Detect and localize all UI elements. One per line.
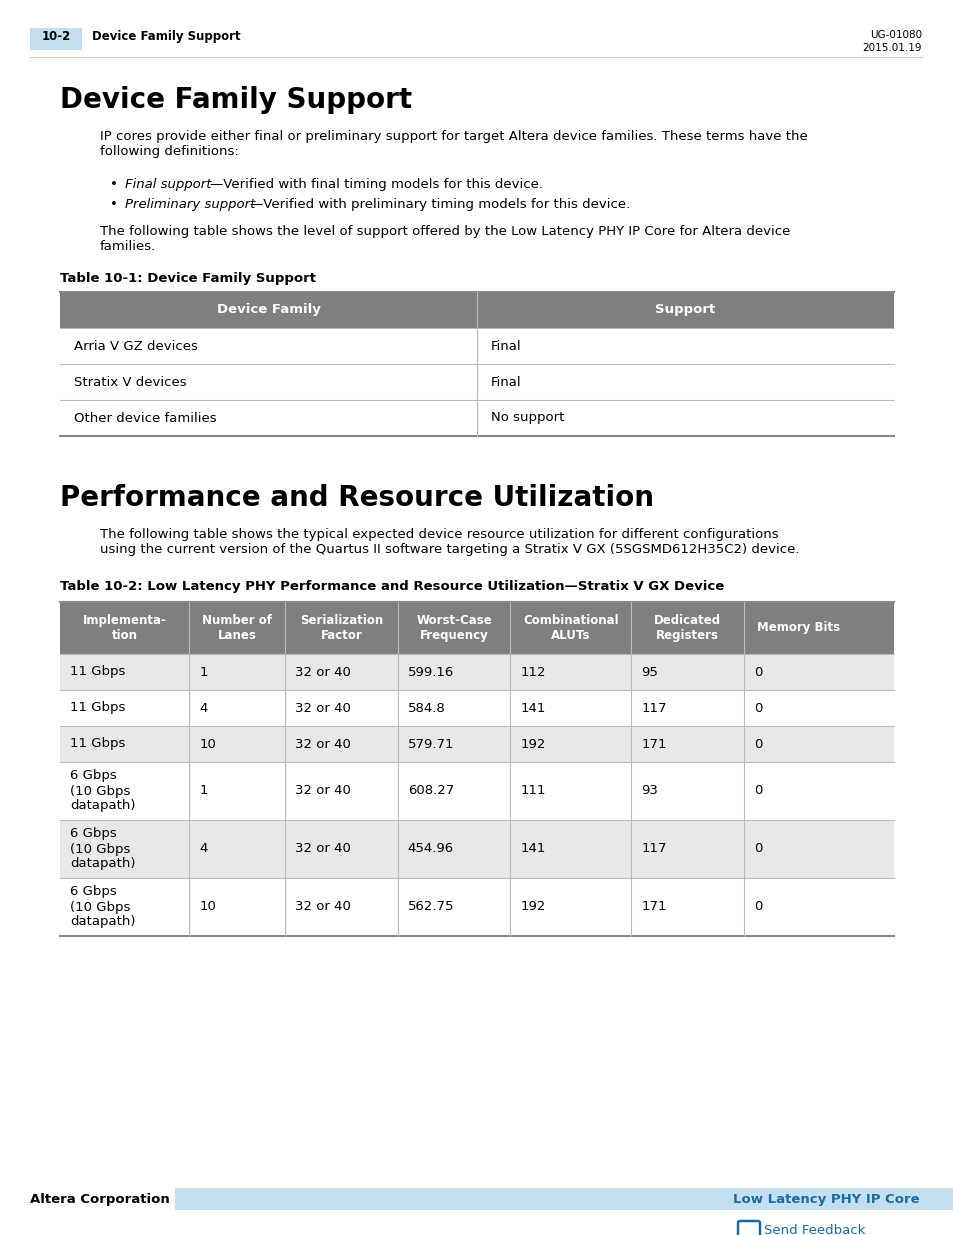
Text: 6 Gbps
(10 Gbps
datapath): 6 Gbps (10 Gbps datapath) <box>70 769 135 813</box>
Text: 32 or 40: 32 or 40 <box>294 701 351 715</box>
Text: Worst-Case
Frequency: Worst-Case Frequency <box>416 614 492 642</box>
Text: Table 10-1: Device Family Support: Table 10-1: Device Family Support <box>60 272 315 285</box>
Text: 112: 112 <box>519 666 545 678</box>
Text: 584.8: 584.8 <box>407 701 445 715</box>
FancyBboxPatch shape <box>738 1221 760 1235</box>
Text: Device Family Support: Device Family Support <box>60 86 412 114</box>
Text: 32 or 40: 32 or 40 <box>294 666 351 678</box>
Text: 608.27: 608.27 <box>407 784 454 798</box>
Text: 1: 1 <box>199 666 208 678</box>
Text: Stratix V devices: Stratix V devices <box>74 375 187 389</box>
Text: 599.16: 599.16 <box>407 666 454 678</box>
Bar <box>174 1188 953 1210</box>
Text: 32 or 40: 32 or 40 <box>294 842 351 856</box>
Text: 141: 141 <box>519 701 545 715</box>
Text: The following table shows the level of support offered by the Low Latency PHY IP: The following table shows the level of s… <box>100 225 789 253</box>
Text: 141: 141 <box>519 842 545 856</box>
Bar <box>60 878 893 936</box>
Bar <box>60 726 893 762</box>
Text: Device Family: Device Family <box>216 304 320 316</box>
Text: 562.75: 562.75 <box>407 900 454 914</box>
Text: Memory Bits: Memory Bits <box>756 621 839 635</box>
Text: 6 Gbps
(10 Gbps
datapath): 6 Gbps (10 Gbps datapath) <box>70 885 135 929</box>
Text: 0: 0 <box>753 842 761 856</box>
Text: 10: 10 <box>199 900 216 914</box>
Text: The following table shows the typical expected device resource utilization for d: The following table shows the typical ex… <box>100 529 799 556</box>
Text: 6 Gbps
(10 Gbps
datapath): 6 Gbps (10 Gbps datapath) <box>70 827 135 871</box>
Bar <box>30 28 82 49</box>
Text: Final: Final <box>491 340 521 352</box>
Text: Device Family Support: Device Family Support <box>91 30 240 43</box>
Text: Support: Support <box>655 304 715 316</box>
Text: 95: 95 <box>640 666 658 678</box>
Text: 0: 0 <box>753 900 761 914</box>
Bar <box>60 690 893 726</box>
Bar <box>60 329 893 364</box>
Text: Other device families: Other device families <box>74 411 216 425</box>
Text: 32 or 40: 32 or 40 <box>294 784 351 798</box>
Text: 171: 171 <box>640 900 666 914</box>
Text: •: • <box>110 198 118 211</box>
Bar <box>60 655 893 690</box>
Text: 0: 0 <box>753 666 761 678</box>
Text: 4: 4 <box>199 701 208 715</box>
Text: 117: 117 <box>640 701 666 715</box>
Text: Low Latency PHY IP Core: Low Latency PHY IP Core <box>733 1193 919 1205</box>
Text: —Verified with final timing models for this device.: —Verified with final timing models for t… <box>210 178 542 191</box>
Bar <box>60 820 893 878</box>
Text: 0: 0 <box>753 784 761 798</box>
Text: —Verified with preliminary timing models for this device.: —Verified with preliminary timing models… <box>250 198 630 211</box>
Text: Serialization
Factor: Serialization Factor <box>299 614 383 642</box>
Text: No support: No support <box>491 411 564 425</box>
Text: Preliminary support: Preliminary support <box>125 198 255 211</box>
Bar <box>60 291 893 329</box>
Text: Dedicated
Registers: Dedicated Registers <box>654 614 720 642</box>
Text: 32 or 40: 32 or 40 <box>294 737 351 751</box>
Text: 2015.01.19: 2015.01.19 <box>862 43 921 53</box>
Text: UG-01080: UG-01080 <box>869 30 921 40</box>
Text: 4: 4 <box>199 842 208 856</box>
Text: Final support: Final support <box>125 178 212 191</box>
Text: Arria V GZ devices: Arria V GZ devices <box>74 340 197 352</box>
Text: 11 Gbps: 11 Gbps <box>70 701 125 715</box>
Text: 10: 10 <box>199 737 216 751</box>
Text: 11 Gbps: 11 Gbps <box>70 737 125 751</box>
Text: 579.71: 579.71 <box>407 737 454 751</box>
Text: Final: Final <box>491 375 521 389</box>
Text: 192: 192 <box>519 900 545 914</box>
Text: 10-2: 10-2 <box>41 30 71 43</box>
Text: Performance and Resource Utilization: Performance and Resource Utilization <box>60 484 654 513</box>
Text: 0: 0 <box>753 737 761 751</box>
Bar <box>60 400 893 436</box>
Text: 32 or 40: 32 or 40 <box>294 900 351 914</box>
Text: 117: 117 <box>640 842 666 856</box>
Bar <box>60 601 893 655</box>
Text: 171: 171 <box>640 737 666 751</box>
Text: Implementa-
tion: Implementa- tion <box>83 614 167 642</box>
Text: Send Feedback: Send Feedback <box>763 1224 864 1235</box>
Text: Combinational
ALUTs: Combinational ALUTs <box>522 614 618 642</box>
Bar <box>60 364 893 400</box>
Text: 11 Gbps: 11 Gbps <box>70 666 125 678</box>
Text: 111: 111 <box>519 784 545 798</box>
Text: 192: 192 <box>519 737 545 751</box>
Text: Altera Corporation: Altera Corporation <box>30 1193 170 1205</box>
Text: 454.96: 454.96 <box>407 842 454 856</box>
Text: 0: 0 <box>753 701 761 715</box>
Text: •: • <box>110 178 118 191</box>
Bar <box>60 762 893 820</box>
Text: 93: 93 <box>640 784 658 798</box>
Text: Table 10-2: Low Latency PHY Performance and Resource Utilization—Stratix V GX De: Table 10-2: Low Latency PHY Performance … <box>60 580 723 593</box>
Text: 1: 1 <box>199 784 208 798</box>
Text: IP cores provide either final or preliminary support for target Altera device fa: IP cores provide either final or prelimi… <box>100 130 807 158</box>
Text: Number of
Lanes: Number of Lanes <box>202 614 272 642</box>
